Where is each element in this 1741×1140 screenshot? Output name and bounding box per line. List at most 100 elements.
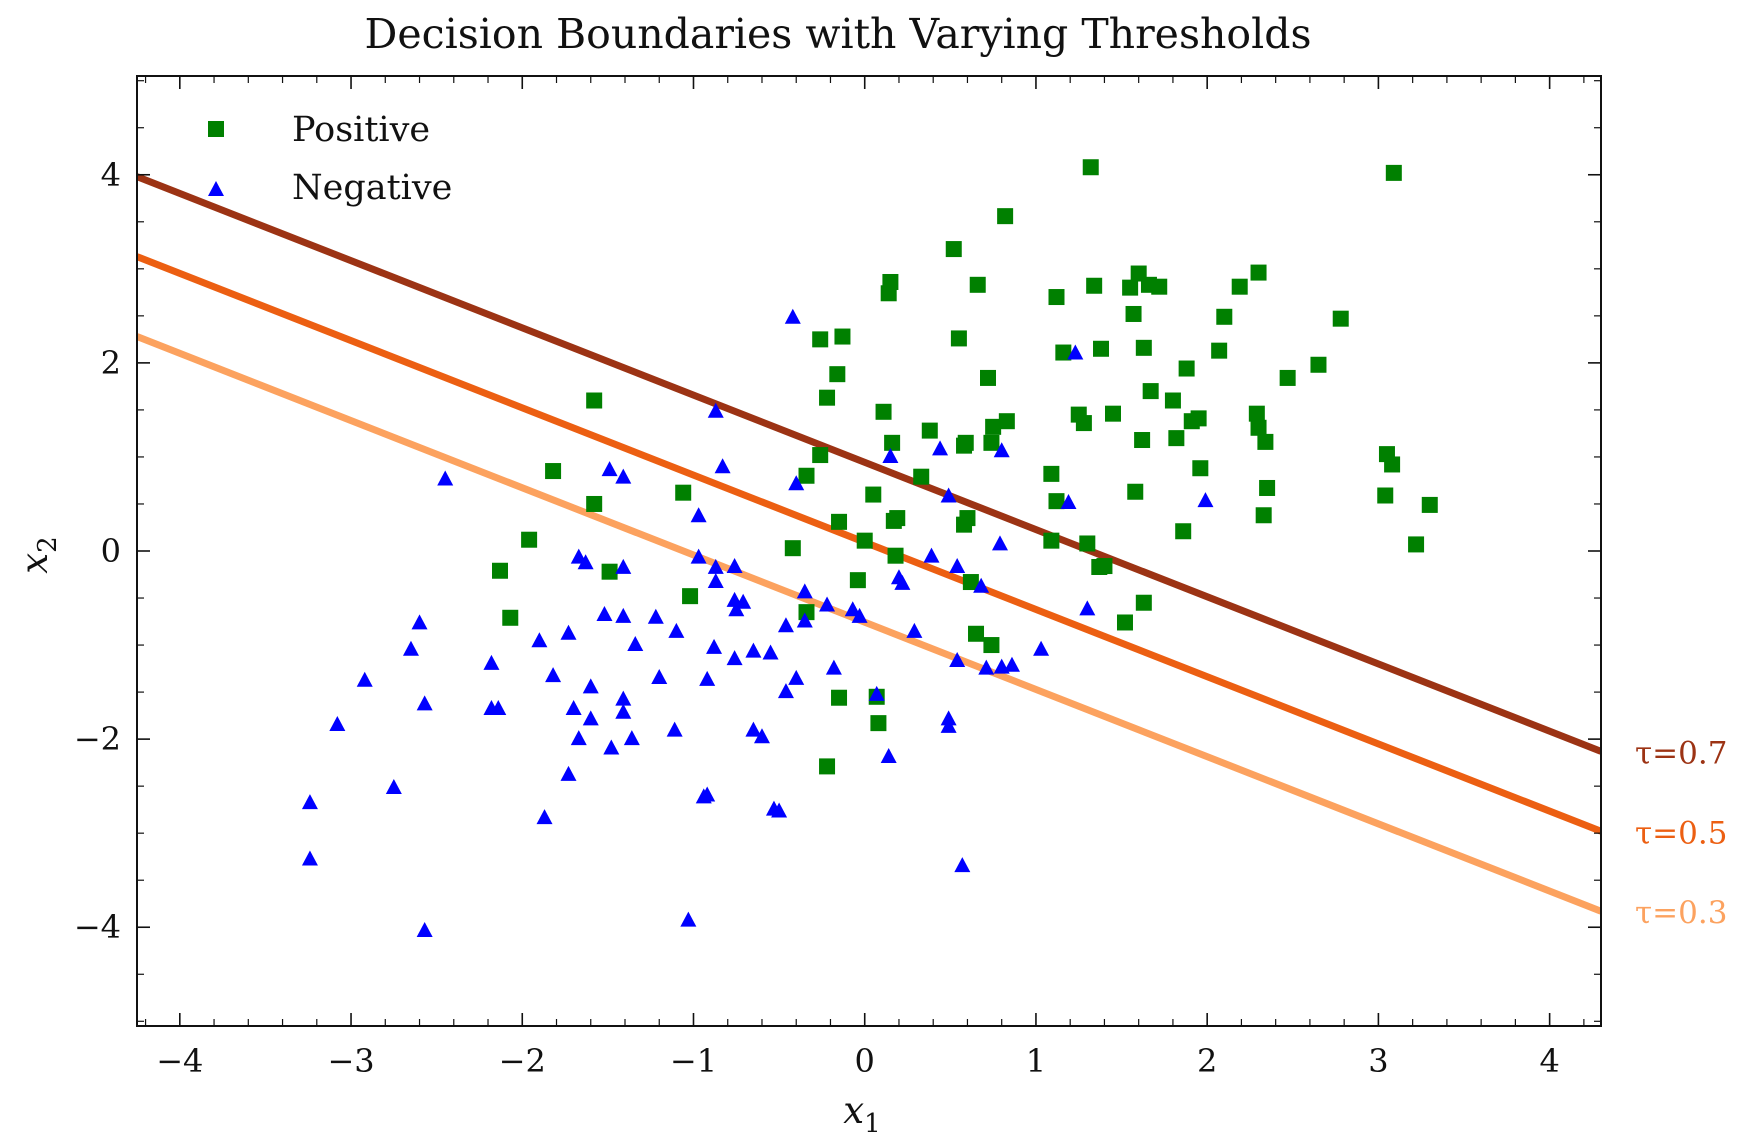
point-positive	[956, 516, 973, 533]
point-negative	[714, 458, 731, 474]
point-negative	[726, 650, 743, 666]
point-positive	[1135, 594, 1152, 611]
tick-labels: −4 −3 −2 −1 0 1 2 3 4 −4 −2 0 2 4	[74, 156, 1560, 1080]
point-positive	[1127, 483, 1144, 500]
point-negative	[680, 911, 697, 927]
point-positive	[1192, 460, 1209, 477]
point-negative	[706, 638, 723, 654]
point-negative	[582, 710, 599, 726]
point-negative	[411, 614, 428, 630]
point-negative	[993, 442, 1010, 458]
point-positive	[812, 331, 829, 348]
legend-label-positive: Positive	[292, 110, 430, 150]
point-positive	[1255, 507, 1272, 524]
y-tick-label: 0	[101, 532, 121, 570]
point-positive	[1082, 159, 1099, 176]
point-positive	[831, 689, 848, 706]
point-positive	[682, 588, 699, 605]
point-positive	[1231, 278, 1248, 295]
threshold-label-0: τ=0.7	[1635, 735, 1727, 771]
x-tick-label: −2	[499, 1042, 546, 1080]
point-positive	[521, 531, 538, 548]
point-positive	[865, 486, 882, 503]
point-negative	[490, 700, 507, 716]
point-negative	[301, 794, 318, 810]
point-negative	[699, 670, 716, 686]
point-positive	[492, 562, 509, 579]
point-positive	[969, 276, 986, 293]
point-positive	[1257, 433, 1274, 450]
point-negative	[796, 612, 813, 628]
point-negative	[1197, 492, 1214, 508]
point-negative	[753, 728, 770, 744]
point-negative	[690, 507, 707, 523]
threshold-label-1: τ=0.5	[1635, 815, 1727, 851]
point-positive	[819, 389, 836, 406]
point-positive	[675, 484, 692, 501]
point-positive	[968, 625, 985, 642]
point-negative	[1033, 640, 1050, 656]
point-positive	[1055, 344, 1072, 361]
point-negative	[627, 636, 644, 652]
point-negative	[707, 573, 724, 589]
point-positive	[980, 369, 997, 386]
point-positive	[1096, 558, 1113, 575]
point-negative	[882, 447, 899, 463]
point-positive	[880, 285, 897, 302]
point-positive	[985, 418, 1002, 435]
point-positive	[545, 463, 562, 480]
point-positive	[945, 241, 962, 258]
point-negative	[851, 607, 868, 623]
x-axis-label: x1	[843, 1089, 880, 1139]
point-positive	[1248, 405, 1265, 422]
point-negative	[932, 440, 949, 456]
point-positive	[1135, 339, 1152, 356]
point-negative	[615, 690, 632, 706]
point-positive	[1178, 360, 1195, 377]
point-negative	[690, 548, 707, 564]
point-negative	[796, 583, 813, 599]
boundary-line-0	[137, 173, 1601, 755]
point-positive	[601, 563, 618, 580]
point-negative	[402, 640, 419, 656]
point-positive	[870, 715, 887, 732]
point-positive	[1043, 465, 1060, 482]
x-tick-label: 3	[1368, 1042, 1388, 1080]
y-tick-label: 2	[101, 344, 121, 382]
point-negative	[601, 461, 618, 477]
point-negative	[978, 659, 995, 675]
point-negative	[784, 308, 801, 324]
point-positive	[889, 510, 906, 527]
point-positive	[887, 547, 904, 564]
point-positive	[1211, 342, 1228, 359]
point-positive	[1164, 392, 1181, 409]
point-negative	[825, 659, 842, 675]
point-negative	[536, 809, 553, 825]
point-positive	[962, 574, 979, 591]
point-negative	[728, 601, 745, 617]
point-positive	[998, 413, 1015, 430]
point-negative	[707, 402, 724, 418]
point-negative	[745, 642, 762, 658]
point-positive	[950, 330, 967, 347]
y-tick-label: −2	[74, 720, 121, 758]
point-negative	[666, 721, 683, 737]
point-negative	[973, 577, 990, 593]
point-positive	[1250, 419, 1267, 436]
axes	[136, 75, 1602, 1027]
point-negative	[1079, 600, 1096, 616]
threshold-label-2: τ=0.3	[1635, 895, 1727, 931]
point-positive	[1250, 264, 1267, 281]
legend: Positive Negative	[208, 110, 452, 208]
point-positive	[812, 447, 829, 464]
point-positive	[829, 366, 846, 383]
x-tick-label: −3	[327, 1042, 374, 1080]
point-positive	[957, 434, 974, 451]
point-negative	[894, 574, 911, 590]
point-positive	[1332, 310, 1349, 327]
point-negative	[868, 685, 885, 701]
point-positive	[1259, 479, 1276, 496]
point-negative	[651, 668, 668, 684]
